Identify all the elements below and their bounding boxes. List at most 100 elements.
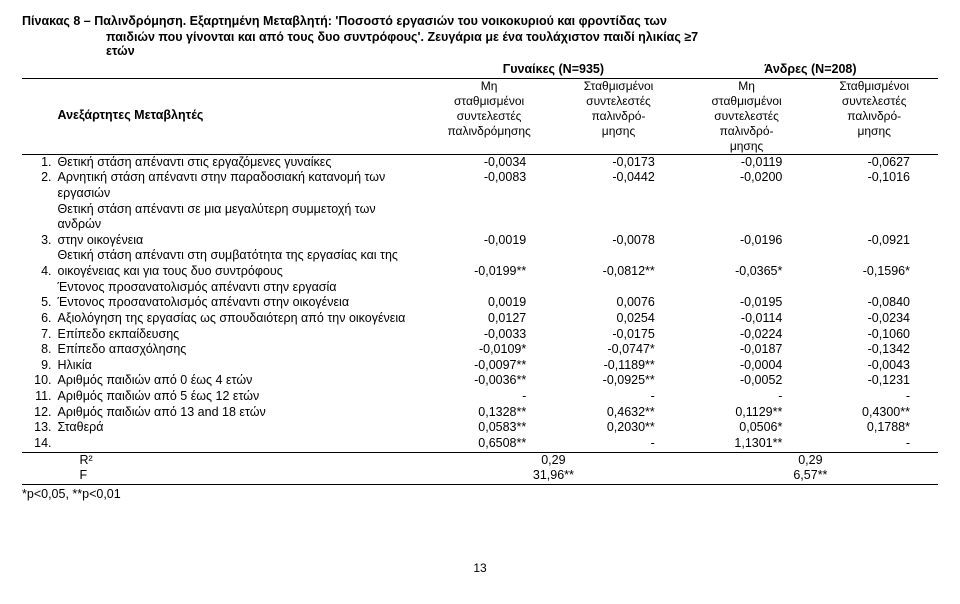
table-row: 5.Έντονος προσανατολισμός απέναντι στην … bbox=[22, 295, 938, 311]
row-number: 11. bbox=[22, 389, 54, 405]
cell-value bbox=[810, 202, 938, 233]
row-number bbox=[22, 202, 54, 233]
cell-value bbox=[810, 248, 938, 264]
cell-value bbox=[554, 248, 683, 264]
cell-value: -0,0034 bbox=[424, 154, 554, 170]
cell-value: 0,0583** bbox=[424, 420, 554, 436]
cell-value: 0,0076 bbox=[554, 295, 683, 311]
table-row: 2.Αρνητική στάση απέναντι στην παραδοσια… bbox=[22, 170, 938, 201]
cell-value: - bbox=[554, 389, 683, 405]
row-number: 6. bbox=[22, 311, 54, 327]
row-label: Σταθερά bbox=[54, 420, 424, 436]
cell-value: 0,1788* bbox=[810, 420, 938, 436]
r2-row: R² 0,29 0,29 bbox=[22, 452, 938, 468]
cell-value bbox=[424, 280, 554, 296]
row-label bbox=[54, 436, 424, 452]
page-number: 13 bbox=[22, 561, 938, 575]
cell-value bbox=[810, 280, 938, 296]
cell-value: 0,0019 bbox=[424, 295, 554, 311]
table-row: 1.Θετική στάση απέναντι στις εργαζόμενες… bbox=[22, 154, 938, 170]
cell-value bbox=[424, 248, 554, 264]
cell-value bbox=[424, 202, 554, 233]
cell-value bbox=[683, 202, 811, 233]
independent-vars-label: Ανεξάρτητες Μεταβλητές bbox=[54, 78, 424, 154]
table-row: 6.Αξιολόγηση της εργασίας ως σπουδαιότερ… bbox=[22, 311, 938, 327]
group-men: Άνδρες (N=208) bbox=[683, 62, 938, 78]
subhdr-men-w: Σταθμισμένοισυντελεστέςπαλινδρό-μησης bbox=[810, 78, 938, 154]
cell-value: -0,0627 bbox=[810, 154, 938, 170]
cell-value: -0,0004 bbox=[683, 358, 811, 374]
table-row: 4.οικογένειας και για τους δυο συντρόφου… bbox=[22, 264, 938, 280]
cell-value bbox=[554, 280, 683, 296]
table-row: 9.Ηλικία-0,0097**-0,1189**-0,0004-0,0043 bbox=[22, 358, 938, 374]
row-label: Έντονος προσανατολισμός απέναντι στην οι… bbox=[54, 295, 424, 311]
row-number: 12. bbox=[22, 405, 54, 421]
row-label: Θετική στάση απέναντι στις εργαζόμενες γ… bbox=[54, 154, 424, 170]
table-row: Θετική στάση απέναντι σε μια μεγαλύτερη … bbox=[22, 202, 938, 233]
table-row: 14.0,6508**-1,1301**- bbox=[22, 436, 938, 452]
cell-value: -0,0921 bbox=[810, 233, 938, 249]
cell-value bbox=[683, 280, 811, 296]
row-number bbox=[22, 248, 54, 264]
row-number bbox=[22, 280, 54, 296]
cell-value: -0,1060 bbox=[810, 327, 938, 343]
table-row: 12.Αριθμός παιδιών από 13 and 18 ετών0,1… bbox=[22, 405, 938, 421]
row-number: 8. bbox=[22, 342, 54, 358]
cell-value: -0,0043 bbox=[810, 358, 938, 374]
cell-value: -0,0196 bbox=[683, 233, 811, 249]
cell-value: -0,0925** bbox=[554, 373, 683, 389]
header-group-row: Γυναίκες (N=935) Άνδρες (N=208) bbox=[22, 62, 938, 78]
row-label: Αριθμός παιδιών από 5 έως 12 ετών bbox=[54, 389, 424, 405]
cell-value: -0,0109* bbox=[424, 342, 554, 358]
cell-value: -0,0840 bbox=[810, 295, 938, 311]
cell-value: - bbox=[810, 436, 938, 452]
table-row: 7.Επίπεδο εκπαίδευσης-0,0033-0,0175-0,02… bbox=[22, 327, 938, 343]
subhdr-men-unw: Μησταθμισμένοισυντελεστέςπαλινδρό-μησης bbox=[683, 78, 811, 154]
cell-value: -0,0224 bbox=[683, 327, 811, 343]
table-row: 10.Αριθμός παιδιών από 0 έως 4 ετών-0,00… bbox=[22, 373, 938, 389]
cell-value: 1,1301** bbox=[683, 436, 811, 452]
table-row: 3.στην οικογένεια-0,0019-0,0078-0,0196-0… bbox=[22, 233, 938, 249]
cell-value: 0,1328** bbox=[424, 405, 554, 421]
group-women: Γυναίκες (N=935) bbox=[424, 62, 683, 78]
title-line-2: παιδιών που γίνονται και από τους δυο συ… bbox=[106, 30, 938, 44]
row-number: 14. bbox=[22, 436, 54, 452]
cell-value: 0,0127 bbox=[424, 311, 554, 327]
cell-value: 0,6508** bbox=[424, 436, 554, 452]
row-number: 13. bbox=[22, 420, 54, 436]
table-row: Θετική στάση απέναντι στη συμβατότητα τη… bbox=[22, 248, 938, 264]
cell-value: -0,0097** bbox=[424, 358, 554, 374]
cell-value: -0,1231 bbox=[810, 373, 938, 389]
cell-value: -0,0019 bbox=[424, 233, 554, 249]
cell-value: -0,0078 bbox=[554, 233, 683, 249]
cell-value: -0,1596* bbox=[810, 264, 938, 280]
table-row: 8.Επίπεδο απασχόλησης-0,0109*-0,0747*-0,… bbox=[22, 342, 938, 358]
row-label: Θετική στάση απέναντι στη συμβατότητα τη… bbox=[54, 248, 424, 264]
f-row: F 31,96** 6,57** bbox=[22, 468, 938, 484]
cell-value: -0,0033 bbox=[424, 327, 554, 343]
row-number: 2. bbox=[22, 170, 54, 201]
table-row: 13.Σταθερά0,0583**0,2030**0,0506*0,1788* bbox=[22, 420, 938, 436]
footnote: *p<0,05, **p<0,01 bbox=[22, 487, 938, 501]
r2-men: 0,29 bbox=[683, 452, 938, 468]
row-label: στην οικογένεια bbox=[54, 233, 424, 249]
row-label: Επίπεδο εκπαίδευσης bbox=[54, 327, 424, 343]
row-number: 3. bbox=[22, 233, 54, 249]
cell-value: - bbox=[424, 389, 554, 405]
cell-value: -0,0036** bbox=[424, 373, 554, 389]
header-sub-row: Ανεξάρτητες Μεταβλητές Μησταθμισμένοισυν… bbox=[22, 78, 938, 154]
title-line-3: ετών bbox=[106, 44, 938, 58]
cell-value: 0,4300** bbox=[810, 405, 938, 421]
row-number: 10. bbox=[22, 373, 54, 389]
cell-value: 0,4632** bbox=[554, 405, 683, 421]
cell-value: -0,0365* bbox=[683, 264, 811, 280]
cell-value: - bbox=[683, 389, 811, 405]
cell-value: -0,0199** bbox=[424, 264, 554, 280]
regression-table: Γυναίκες (N=935) Άνδρες (N=208) Ανεξάρτη… bbox=[22, 62, 938, 485]
cell-value bbox=[683, 248, 811, 264]
cell-value: - bbox=[554, 436, 683, 452]
title-line-1: Πίνακας 8 – Παλινδρόμηση. Εξαρτημένη Μετ… bbox=[22, 14, 938, 28]
cell-value: -0,0442 bbox=[554, 170, 683, 201]
cell-value: 0,1129** bbox=[683, 405, 811, 421]
row-number: 1. bbox=[22, 154, 54, 170]
